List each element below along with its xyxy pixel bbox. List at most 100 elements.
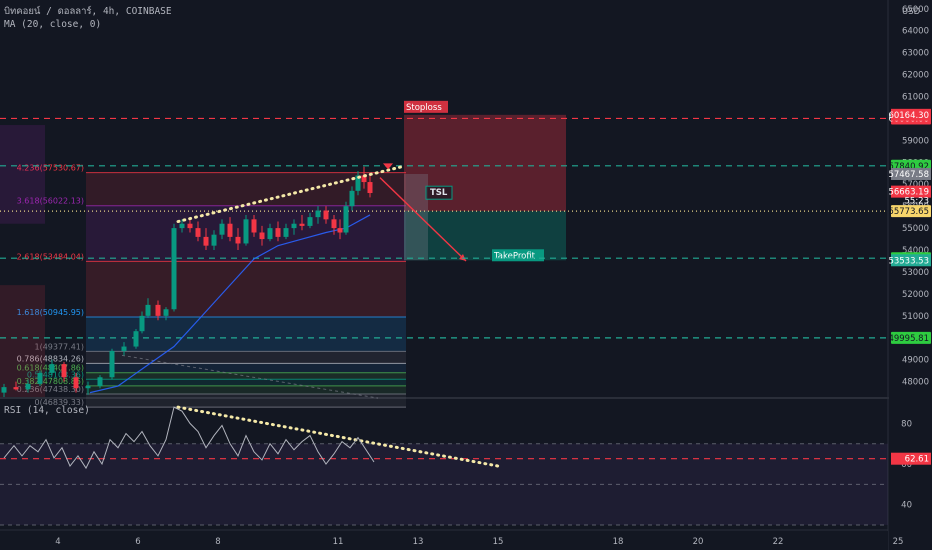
fib-level-label: 4.236(57530.67) [17,164,84,173]
time-scale-labels: 4 6 8 11 13 15 18 20 22 25 [55,537,903,547]
price-tick-label: 52000 [902,290,929,300]
price-tick-label: 64000 [902,27,929,37]
candle-body [275,228,281,237]
candle-body [259,232,265,240]
price-tag: 56663.19 [888,188,929,198]
candle-body [133,331,139,347]
candle-body [109,350,115,378]
candle-body [49,364,55,373]
rsi-pane[interactable] [0,399,888,529]
time-tick-label: 6 [135,537,140,547]
time-axis[interactable] [0,531,888,550]
candle-body [25,383,31,390]
tsl-badge [425,185,453,200]
candle-body [121,346,127,351]
hline-tag: 55773.65 [888,207,929,217]
price-tick-label: 62000 [902,71,929,81]
candle-body [337,228,343,233]
candle-body [145,304,151,316]
candle-body [85,386,91,389]
candle-body [299,223,305,226]
price-trendline [176,165,404,224]
candle-body [361,175,367,183]
candle-body [61,364,67,378]
time-tick-label: 11 [333,537,344,547]
price-tag-bg [891,254,931,267]
candle-body [323,210,329,220]
candle-body [37,372,43,384]
price-tick-label: 59000 [902,136,929,146]
candle-body [219,223,225,235]
price-tick-label: 54000 [902,246,929,256]
candle-body [291,223,297,229]
hline-tag: 49995.81 [888,334,929,344]
fib-zone [86,379,406,386]
price-tag-bg [891,108,931,121]
sell-signal-icon [383,163,393,170]
candle-body [163,309,169,316]
tsl-label: TSL [430,188,448,198]
price-tick-label: 63000 [902,49,929,59]
stoploss-badge [404,100,448,113]
candle-body [1,387,7,393]
ma-indicator-label[interactable]: MA (20, close, 0) [4,19,101,30]
candle-body [97,377,103,387]
currency-label: USD [902,7,921,17]
price-tag: 60164.30 [888,111,929,121]
price-tag: 57467.58 [888,170,929,180]
candle-body [155,304,161,316]
time-tick-label: 4 [55,537,60,547]
candle-body [211,234,217,246]
stoploss-label: Stoploss [406,103,442,113]
fib-zone-left [0,125,45,224]
candle-body [179,223,185,229]
price-tick-label: 65000 [902,5,929,15]
fib-level-label: 0.5(48108.36) [27,370,84,379]
rsi-level-tag: 62.61 [905,455,929,465]
price-tick-label: 48000 [902,378,929,388]
price-tick-label: 55000 [902,224,929,234]
time-tick-label: 15 [493,537,504,547]
candle-body [307,217,313,226]
candle-body [343,206,349,233]
hline-tag-bg [891,331,931,344]
candle-body [251,219,257,233]
time-tick-label: 25 [893,537,904,547]
candle-body [367,182,373,194]
candle-body [283,228,289,237]
projection-arrow [379,177,467,262]
short-position-tool: Stoploss TakeProfit TSL [379,100,566,262]
candle-body [227,223,233,237]
fib-level-label: 1(49377.41) [34,342,84,351]
rsi-level-tag-bg [891,452,931,465]
fib-zone [86,393,406,408]
moving-average-line [89,214,371,394]
price-tick-label: 61000 [902,93,929,103]
fib-zone [86,351,406,364]
rsi-line [3,406,375,470]
candle-body [267,228,273,240]
trendlines [176,163,500,468]
candle-body [355,175,361,191]
fib-level-label: 0(46839.33) [34,398,84,407]
hline-tag: 57840.92 [888,162,929,172]
fib-zone [86,372,406,380]
hline-tag-bg [891,205,931,218]
candle-body [73,377,79,389]
candlestick-series [1,166,373,397]
rsi-indicator-label[interactable]: RSI (14, close) [4,405,90,416]
fib-level-label: 0.786(48834.26) [17,354,84,363]
price-tag-bg [891,167,931,180]
candle-body [235,236,241,244]
position-shade [404,173,428,261]
candle-body [187,223,193,229]
candle-body [13,387,19,390]
candle-body [331,219,337,229]
candle-body [171,228,177,310]
symbol-title[interactable]: บิทคอยน์ / ดอลลาร์, 4h, COINBASE [4,5,172,17]
price-tick-label: 49000 [902,356,929,366]
fib-level-label: 0.382(47808.86) [17,377,84,386]
price-tag-bg [891,185,931,198]
rsi-tick-label: 60 [901,460,912,470]
